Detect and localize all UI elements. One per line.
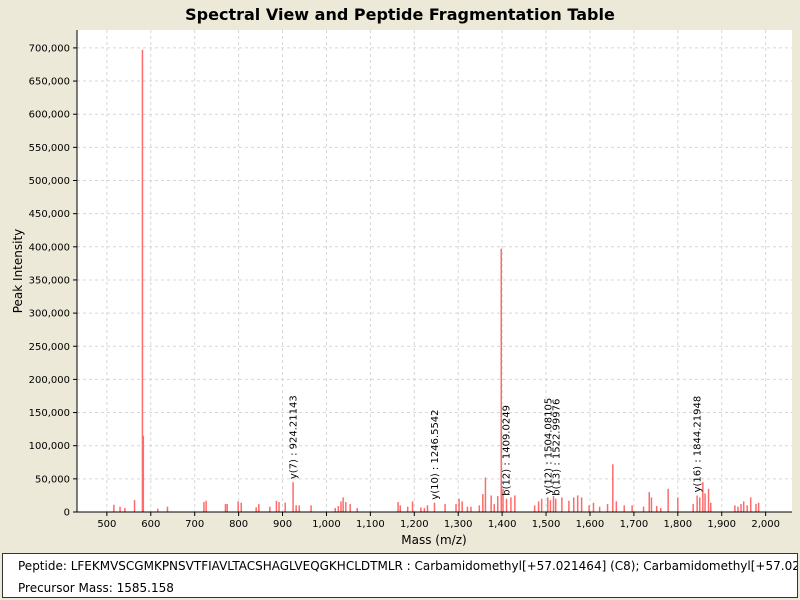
x-tick-label: 900 — [273, 519, 292, 530]
x-tick-label: 1,300 — [444, 519, 473, 530]
x-tick-label: 1,700 — [620, 519, 649, 530]
y-tick-label: 100,000 — [29, 441, 70, 452]
y-tick-label: 0 — [64, 508, 70, 519]
x-tick-label: 1,900 — [707, 519, 736, 530]
x-tick-label: 1,100 — [356, 519, 385, 530]
fragment-label: b(13) : 1522.99976 — [552, 399, 563, 496]
y-tick-label: 550,000 — [29, 143, 70, 154]
y-tick-label: 50,000 — [35, 474, 70, 485]
x-axis-label: Mass (m/z) — [401, 533, 466, 547]
x-tick-label: 1,000 — [312, 519, 341, 530]
x-tick-label: 1,200 — [400, 519, 429, 530]
fragment-label: y(16) : 1844.21948 — [693, 396, 704, 493]
y-tick-label: 250,000 — [29, 342, 70, 353]
x-tick-label: 1,400 — [488, 519, 517, 530]
y-tick-label: 150,000 — [29, 408, 70, 419]
y-tick-label: 200,000 — [29, 375, 70, 386]
y-tick-label: 450,000 — [29, 209, 70, 220]
axes: 500 600 700 800 900 1,000 1,100 1,200 1,300 1,400… — [29, 30, 792, 530]
x-tick-label: 1,500 — [532, 519, 561, 530]
x-tick-label: 800 — [229, 519, 248, 530]
y-tick-label: 500,000 — [29, 176, 70, 187]
y-tick-label: 350,000 — [29, 275, 70, 286]
plot-area — [77, 30, 792, 512]
fragment-label: y(10) : 1246.5542 — [430, 409, 441, 499]
x-tick-label: 2,000 — [751, 519, 780, 530]
peptide-info-panel: Peptide: LFEKMVSCGMKPNSVTFIAVLTACSHAGLVE… — [2, 553, 798, 598]
y-tick-label: 400,000 — [29, 242, 70, 253]
x-tick-label: 1,600 — [576, 519, 605, 530]
chart-title: Spectral View and Peptide Fragmentation … — [185, 5, 615, 24]
x-tick-label: 500 — [97, 519, 116, 530]
y-tick-label: 650,000 — [29, 77, 70, 88]
x-tick-label: 700 — [185, 519, 204, 530]
y-axis-label: Peak Intensity — [11, 229, 25, 314]
spectrum-chart: Spectral View and Peptide Fragmentation … — [11, 5, 792, 547]
precursor-mass: Precursor Mass: 1585.158 — [18, 581, 174, 595]
fragment-label: y(12) : 1504.08105 — [543, 398, 554, 495]
peptide-sequence: Peptide: LFEKMVSCGMKPNSVTFIAVLTACSHAGLVE… — [18, 559, 798, 573]
x-tick-label: 600 — [141, 519, 160, 530]
y-tick-label: 700,000 — [29, 43, 70, 54]
y-tick-label: 300,000 — [29, 309, 70, 320]
fragment-annotations: y(7) : 924.21143 y(10) : 1246.5542 b(12) :… — [289, 395, 704, 499]
peak-bars — [113, 49, 760, 512]
y-tick-label: 600,000 — [29, 110, 70, 121]
fragment-label: y(7) : 924.21143 — [289, 395, 300, 479]
x-tick-label: 1,800 — [663, 519, 692, 530]
fragment-label: b(12) : 1409.0249 — [502, 405, 513, 496]
